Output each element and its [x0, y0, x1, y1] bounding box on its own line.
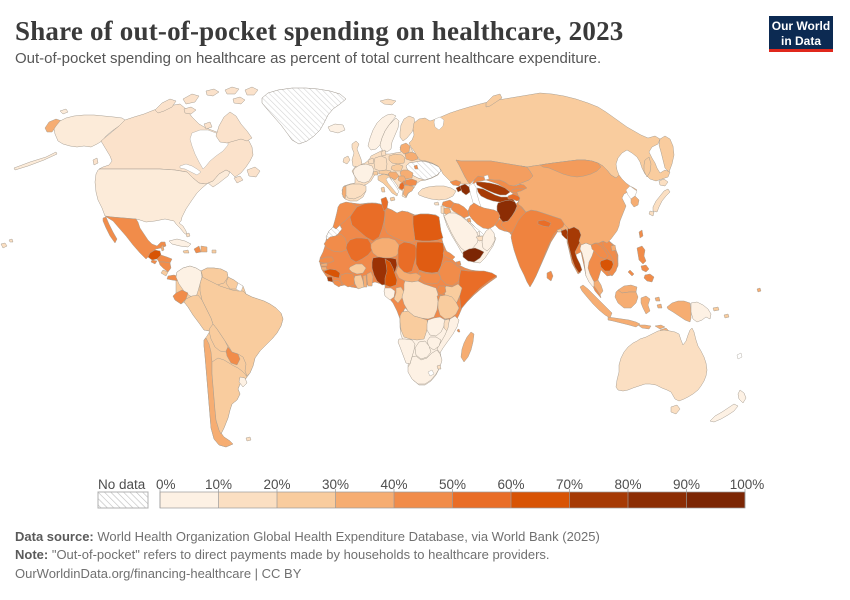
svg-text:70%: 70%: [556, 477, 583, 492]
svg-text:80%: 80%: [614, 477, 641, 492]
svg-text:10%: 10%: [205, 477, 232, 492]
svg-text:90%: 90%: [673, 477, 700, 492]
svg-text:0%: 0%: [156, 477, 176, 492]
svg-text:50%: 50%: [439, 477, 466, 492]
svg-text:20%: 20%: [263, 477, 290, 492]
svg-text:100%: 100%: [730, 477, 765, 492]
svg-text:40%: 40%: [380, 477, 407, 492]
svg-text:30%: 30%: [322, 477, 349, 492]
svg-text:No data: No data: [98, 477, 146, 492]
svg-text:60%: 60%: [497, 477, 524, 492]
